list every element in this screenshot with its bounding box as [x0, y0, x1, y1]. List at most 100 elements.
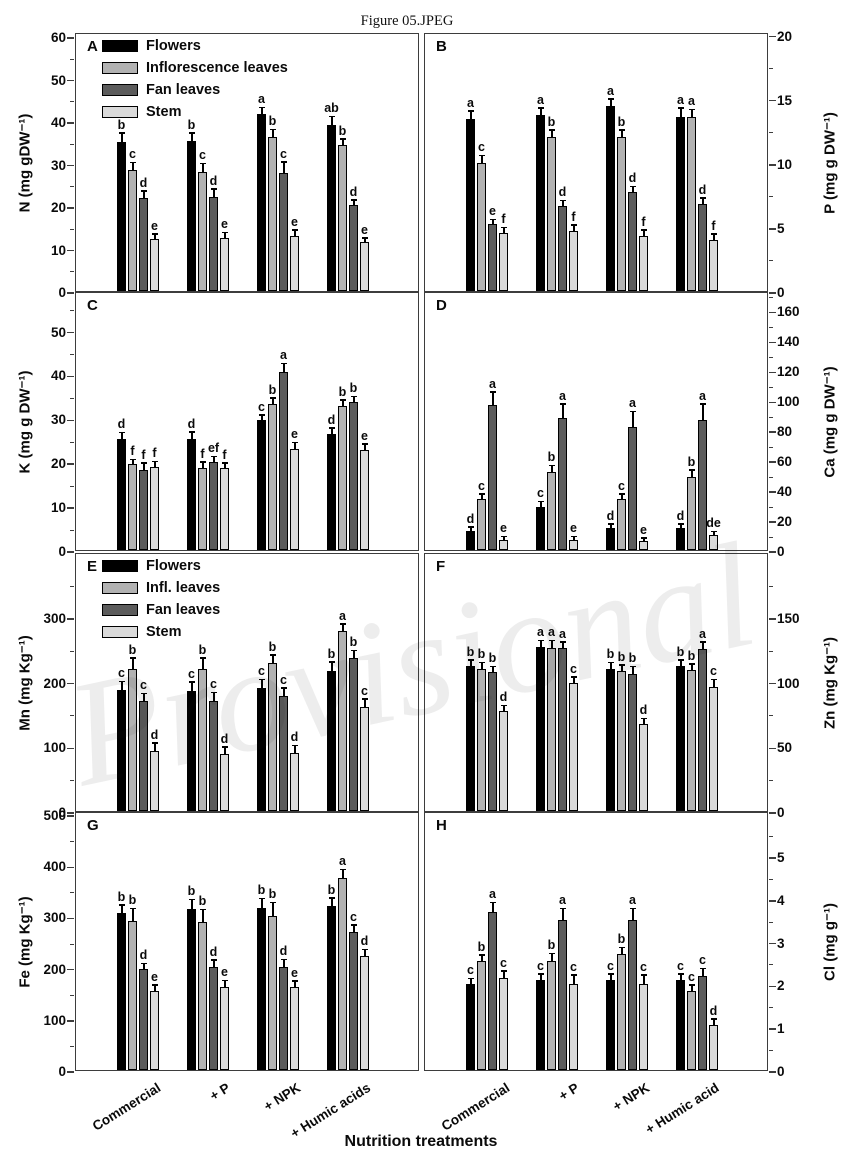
bar-B-4-2 [569, 230, 578, 291]
y-tick-label: 15 [777, 92, 793, 108]
sig-letter: a [537, 92, 544, 107]
bar-F-1-3 [606, 668, 615, 811]
sig-letter: a [699, 388, 706, 403]
y-tick-label: 300 [43, 910, 66, 926]
error-bar-line [364, 444, 366, 450]
error-bar-cap [140, 462, 147, 464]
bar-F-1-2 [536, 646, 545, 811]
bar-E-2-3 [268, 663, 277, 811]
bar-C-1-1 [117, 438, 126, 550]
y-axis-title-F: Zn (mg Kg⁻¹) [821, 636, 838, 729]
error-bar-line [702, 642, 704, 650]
sig-letter: d [558, 185, 567, 200]
sig-letter: d [279, 944, 288, 959]
error-bar-line [470, 660, 472, 666]
error-bar-cap [188, 431, 195, 433]
sig-letter: d [639, 703, 648, 718]
error-bar-cap [677, 973, 684, 975]
sig-letter: d [290, 730, 299, 745]
error-bar-cap [151, 984, 158, 986]
bar-A-2-1 [128, 169, 137, 291]
sig-letter: e [291, 965, 298, 980]
error-bar-cap [188, 898, 195, 901]
y-minor-tick [70, 441, 74, 443]
sig-letter: c [500, 955, 507, 970]
y-major-tick [769, 99, 776, 102]
error-bar-line [621, 494, 623, 500]
bar-B-2-4 [687, 116, 696, 291]
y-tick-label: 0 [58, 285, 66, 300]
error-bar-line [364, 950, 366, 957]
bar-D-3-2 [558, 418, 567, 550]
sig-letter: c [210, 677, 217, 692]
y-tick-label: 40 [50, 368, 66, 384]
sig-letter: b [257, 883, 266, 898]
error-bar-line [632, 412, 634, 428]
bar-C-4-2 [220, 467, 229, 550]
sig-letter: c [478, 140, 485, 155]
error-bar-cap [710, 530, 717, 533]
sig-letter: f [641, 214, 646, 229]
legend-label: Stem [146, 104, 182, 120]
error-bar-line [224, 463, 226, 468]
error-bar-line [702, 969, 704, 976]
error-bar-line [621, 130, 623, 138]
error-bar-line [702, 404, 704, 420]
sig-letter: d [499, 690, 508, 705]
y-major-tick [67, 164, 74, 167]
sig-letter: b [268, 382, 277, 397]
sig-letter: de [706, 516, 721, 531]
error-bar-cap [210, 959, 217, 961]
y-major-tick [67, 1071, 74, 1073]
bar-F-4-3 [639, 724, 648, 811]
y-major-tick [769, 228, 776, 230]
bar-F-2-2 [547, 647, 556, 811]
error-bar-line [492, 392, 494, 405]
y-tick-label: 10 [50, 242, 66, 258]
bar-H-1-4 [676, 980, 685, 1070]
y-tick-label: 150 [777, 610, 800, 626]
bar-B-2-1 [477, 162, 486, 291]
error-bar-cap [328, 427, 335, 429]
error-bar-cap [548, 952, 555, 955]
sig-letter: a [559, 626, 566, 641]
error-bar-cap [478, 154, 485, 157]
y-tick-label: 500 [43, 808, 66, 824]
error-bar-line [143, 964, 145, 970]
y-tick-label: 0 [777, 805, 785, 820]
error-bar-cap [210, 455, 217, 458]
legend-swatch [102, 560, 138, 572]
y-major-tick [769, 431, 776, 433]
sig-letter: e [151, 969, 158, 984]
sig-letter: c [258, 664, 265, 679]
y-minor-tick [769, 1007, 773, 1009]
y-minor-tick [70, 353, 74, 355]
error-bar-line [272, 398, 274, 404]
bar-E-3-1 [139, 700, 148, 811]
error-bar-line [562, 909, 564, 921]
error-bar-line [691, 664, 693, 670]
error-bar-cap [199, 461, 206, 463]
error-bar-line [503, 537, 505, 540]
sig-letter: a [339, 608, 346, 623]
error-bar-line [610, 99, 612, 107]
sig-letter: b [338, 384, 347, 399]
bar-D-1-1 [466, 530, 475, 550]
error-bar-cap [361, 698, 368, 700]
error-bar-line [294, 981, 296, 988]
sig-letter: c [361, 683, 368, 698]
error-bar-line [364, 238, 366, 243]
error-bar-line [283, 960, 285, 967]
panel-label-G: G [87, 817, 99, 834]
bar-G-3-1 [139, 969, 148, 1070]
bar-F-4-1 [499, 711, 508, 811]
error-bar-cap [478, 661, 485, 664]
y-minor-tick [70, 1045, 74, 1047]
y-minor-tick [769, 68, 773, 70]
bar-H-1-3 [606, 980, 615, 1070]
error-bar-cap [677, 659, 684, 661]
y-tick-label: 0 [777, 285, 785, 300]
x-tick-label: + NPK [609, 1080, 652, 1114]
error-bar-cap [118, 904, 125, 906]
panel-label-H: H [436, 817, 447, 834]
